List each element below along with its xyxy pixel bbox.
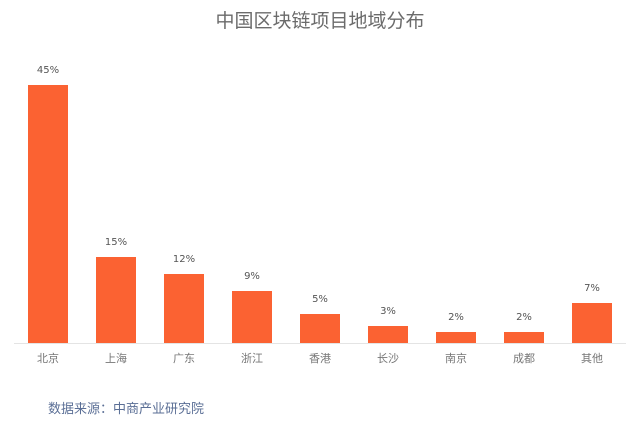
chart-title: 中国区块链项目地域分布 <box>215 10 425 32</box>
bar <box>164 274 204 343</box>
x-tick-label: 其他 <box>581 352 603 365</box>
bar <box>368 326 408 343</box>
bar <box>436 332 476 343</box>
bar-value-label: 2% <box>448 312 464 323</box>
bar-value-label: 2% <box>516 312 532 323</box>
bar-value-label: 3% <box>380 306 396 317</box>
x-tick-label: 长沙 <box>377 352 399 365</box>
bar-value-label: 45% <box>36 65 60 76</box>
x-tick-label: 北京 <box>37 352 59 365</box>
bar <box>28 85 68 343</box>
data-source-note: 数据来源：中商产业研究院 <box>48 402 205 417</box>
bar-value-label: 15% <box>104 237 128 248</box>
x-tick-label: 上海 <box>105 352 127 365</box>
x-tick-label: 成都 <box>513 352 535 365</box>
x-tick-label: 香港 <box>309 352 331 365</box>
x-tick-label: 浙江 <box>241 352 263 365</box>
bar <box>300 314 340 343</box>
bar <box>232 291 272 343</box>
x-axis-line <box>14 343 626 344</box>
x-tick-label: 南京 <box>445 352 467 365</box>
bar-value-label: 12% <box>172 254 196 265</box>
bar <box>572 303 612 343</box>
bar <box>504 332 544 343</box>
bar-value-label: 7% <box>584 283 600 294</box>
bar-value-label: 5% <box>312 294 328 305</box>
x-tick-label: 广东 <box>173 352 195 365</box>
bar <box>96 257 136 343</box>
bar-value-label: 9% <box>244 271 260 282</box>
